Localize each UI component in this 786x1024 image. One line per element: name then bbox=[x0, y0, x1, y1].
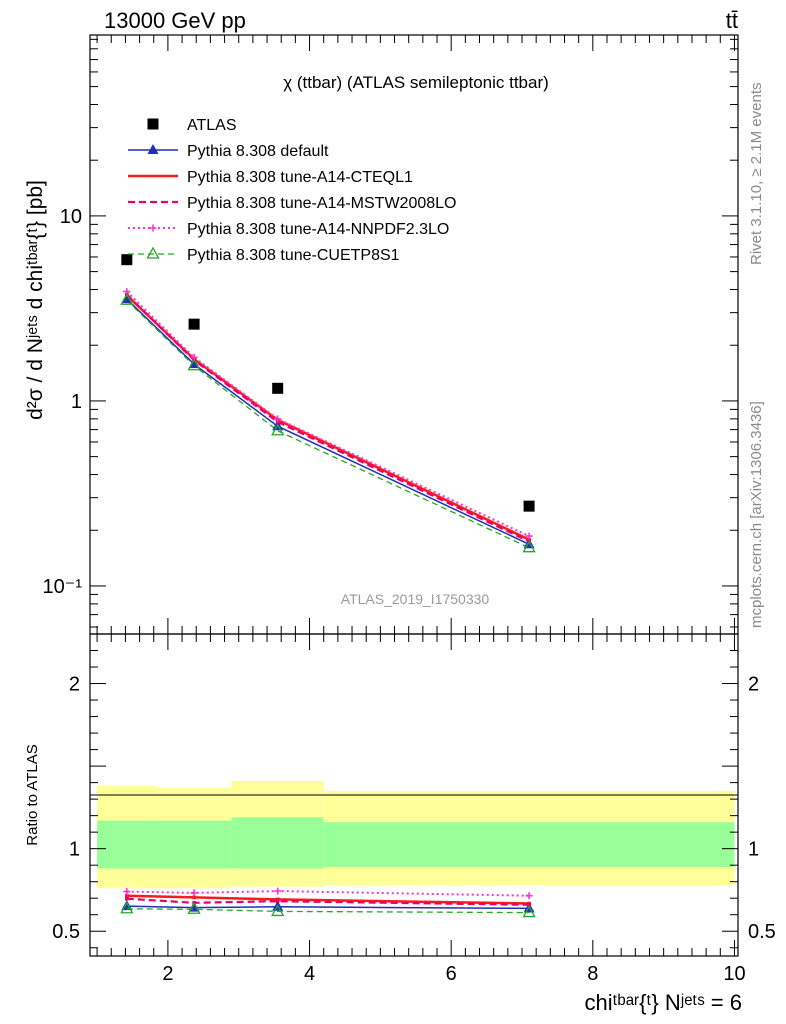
ratio-series-point-2 bbox=[275, 899, 280, 903]
legend-item: Pythia 8.308 tune-A14-NNPDF2.3LO bbox=[128, 221, 449, 238]
ratio-series-point-3 bbox=[525, 892, 533, 900]
ratio-series-line-0 bbox=[126, 905, 530, 910]
y-tick-label: 10 bbox=[60, 206, 82, 228]
ratio-series-line-4 bbox=[126, 908, 530, 914]
ratio-stat-uncertainty-band bbox=[323, 822, 735, 867]
ratio-series-point-3 bbox=[274, 887, 282, 895]
legend-marker bbox=[146, 246, 160, 259]
ratio-stat-uncertainty-band bbox=[231, 817, 324, 869]
ratio-y-tick-label-right: 0.5 bbox=[748, 921, 776, 943]
ratio-series-group bbox=[120, 887, 536, 918]
main-series-point-0 bbox=[523, 500, 535, 512]
ratio-y-tick-label-right: 1 bbox=[748, 839, 759, 861]
main-panel: 10⁻¹ 1 10 χ (ttbar) (ATLAS semileptonic tt… bbox=[24, 34, 739, 635]
legend-item: ATLAS bbox=[147, 117, 237, 134]
legend-item: Pythia 8.308 default bbox=[128, 143, 329, 160]
legend-label: Pythia 8.308 tune-A14-CTEQL1 bbox=[187, 169, 413, 186]
main-series-point-1 bbox=[121, 293, 133, 304]
main-series-group bbox=[120, 254, 536, 553]
main-series-point-5 bbox=[271, 423, 285, 436]
analysis-tag: ATLAS_2019_I1750330 bbox=[341, 591, 490, 607]
main-series-point-0 bbox=[272, 382, 284, 394]
ratio-series-point-1 bbox=[275, 897, 280, 902]
main-axis-ticks: 10⁻¹ 1 10 bbox=[43, 35, 738, 634]
ratio-y-axis-label: Ratio to ATLAS bbox=[24, 744, 41, 845]
main-series-point-5 bbox=[522, 540, 536, 553]
main-series-point-2 bbox=[527, 537, 531, 542]
y-tick-label: 1 bbox=[71, 391, 82, 413]
ratio-series-point-1 bbox=[125, 893, 129, 898]
ratio-series-point-3 bbox=[123, 888, 131, 896]
ratio-series-point-4 bbox=[522, 905, 536, 918]
ratio-series-point-1 bbox=[192, 895, 196, 900]
main-series-point-5 bbox=[120, 292, 134, 305]
legend-item: Pythia 8.308 tune-A14-CTEQL1 bbox=[128, 169, 413, 186]
legend-label: Pythia 8.308 tune-CUETP8S1 bbox=[187, 247, 400, 264]
legend-label: Pythia 8.308 tune-A14-MSTW2008LO bbox=[187, 195, 456, 212]
ratio-series-point-4 bbox=[187, 901, 201, 914]
main-series-line-2 bbox=[125, 294, 530, 541]
legend-label: Pythia 8.308 tune-A14-NNPDF2.3LO bbox=[187, 221, 449, 238]
main-series-point-0 bbox=[188, 318, 200, 330]
rivet-version-label: Rivet 3.1.10, ≥ 2.1M events bbox=[748, 83, 765, 266]
x-tick-label: 10 bbox=[723, 963, 745, 985]
x-tick-label: 6 bbox=[446, 963, 457, 985]
ratio-series-point-2 bbox=[125, 896, 129, 901]
ratio-series-line-1 bbox=[126, 894, 530, 905]
ratio-y-tick-label: 1 bbox=[69, 839, 80, 861]
x-axis-label: chiᵗᵇᵃʳ{ᵗ} Nʲᵉᵗˢ = 6 bbox=[584, 990, 742, 1015]
ratio-series-point-2 bbox=[527, 903, 531, 907]
x-tick-label: 4 bbox=[304, 963, 315, 985]
x-tick-label: 8 bbox=[587, 963, 598, 985]
legend-item: Pythia 8.308 tune-CUETP8S1 bbox=[128, 246, 400, 264]
legend-marker bbox=[149, 224, 157, 232]
y-axis-label: d²σ / d Nʲᵉᵗˢ d chiᵗᵇᵃʳ{ᵗ} [pb] bbox=[24, 180, 47, 420]
ratio-series-point-4 bbox=[271, 904, 285, 917]
main-series-point-5 bbox=[187, 358, 201, 371]
main-series-line-4 bbox=[126, 290, 530, 538]
ratio-plot-frame bbox=[89, 633, 739, 957]
legend-label: Pythia 8.308 default bbox=[187, 143, 329, 160]
process-label: tt̄ bbox=[726, 8, 738, 33]
y-tick-label: 10⁻¹ bbox=[43, 576, 83, 598]
plot-title: χ (ttbar) (ATLAS semileptonic ttbar) bbox=[283, 73, 549, 92]
main-series-line-3 bbox=[126, 293, 530, 543]
ratio-y-tick-label-right: 2 bbox=[748, 674, 759, 696]
energy-label: 13000 GeV pp bbox=[104, 8, 246, 33]
main-series-line-1 bbox=[126, 298, 530, 545]
ratio-y-tick-label: 2 bbox=[69, 674, 80, 696]
ratio-stat-uncertainty-band bbox=[97, 820, 157, 869]
legend-item: Pythia 8.308 tune-A14-MSTW2008LO bbox=[128, 195, 456, 212]
legend-marker bbox=[147, 144, 159, 154]
ratio-series-line-2 bbox=[126, 897, 530, 906]
main-series-point-0 bbox=[121, 254, 133, 266]
ratio-series-line-3 bbox=[126, 890, 530, 897]
mcplots-label: mcplots.cern.ch [arXiv:1306.3436] bbox=[748, 401, 765, 628]
x-tick-label: 2 bbox=[162, 963, 173, 985]
main-series-point-4 bbox=[525, 532, 533, 540]
ratio-stat-uncertainty-band bbox=[156, 820, 232, 869]
ratio-bands bbox=[97, 780, 735, 889]
ratio-axis-ticks: 0.5 0.5 1 1 2 2 2 4 6 8 10 bbox=[52, 634, 776, 985]
ratio-series-point-3 bbox=[190, 889, 198, 897]
legend-label: ATLAS bbox=[187, 117, 237, 134]
ratio-y-tick-label: 0.5 bbox=[52, 921, 80, 943]
main-series-point-4 bbox=[274, 415, 282, 423]
legend: ATLAS Pythia 8.308 default Pythia 8.308 tu… bbox=[128, 117, 456, 264]
ratio-panel: 0.5 0.5 1 1 2 2 2 4 6 8 10 Ratio to ATLAS chiᵗᵇᵃʳ{… bbox=[24, 633, 776, 1015]
ratio-series-point-4 bbox=[120, 901, 134, 914]
legend-marker bbox=[147, 118, 159, 130]
